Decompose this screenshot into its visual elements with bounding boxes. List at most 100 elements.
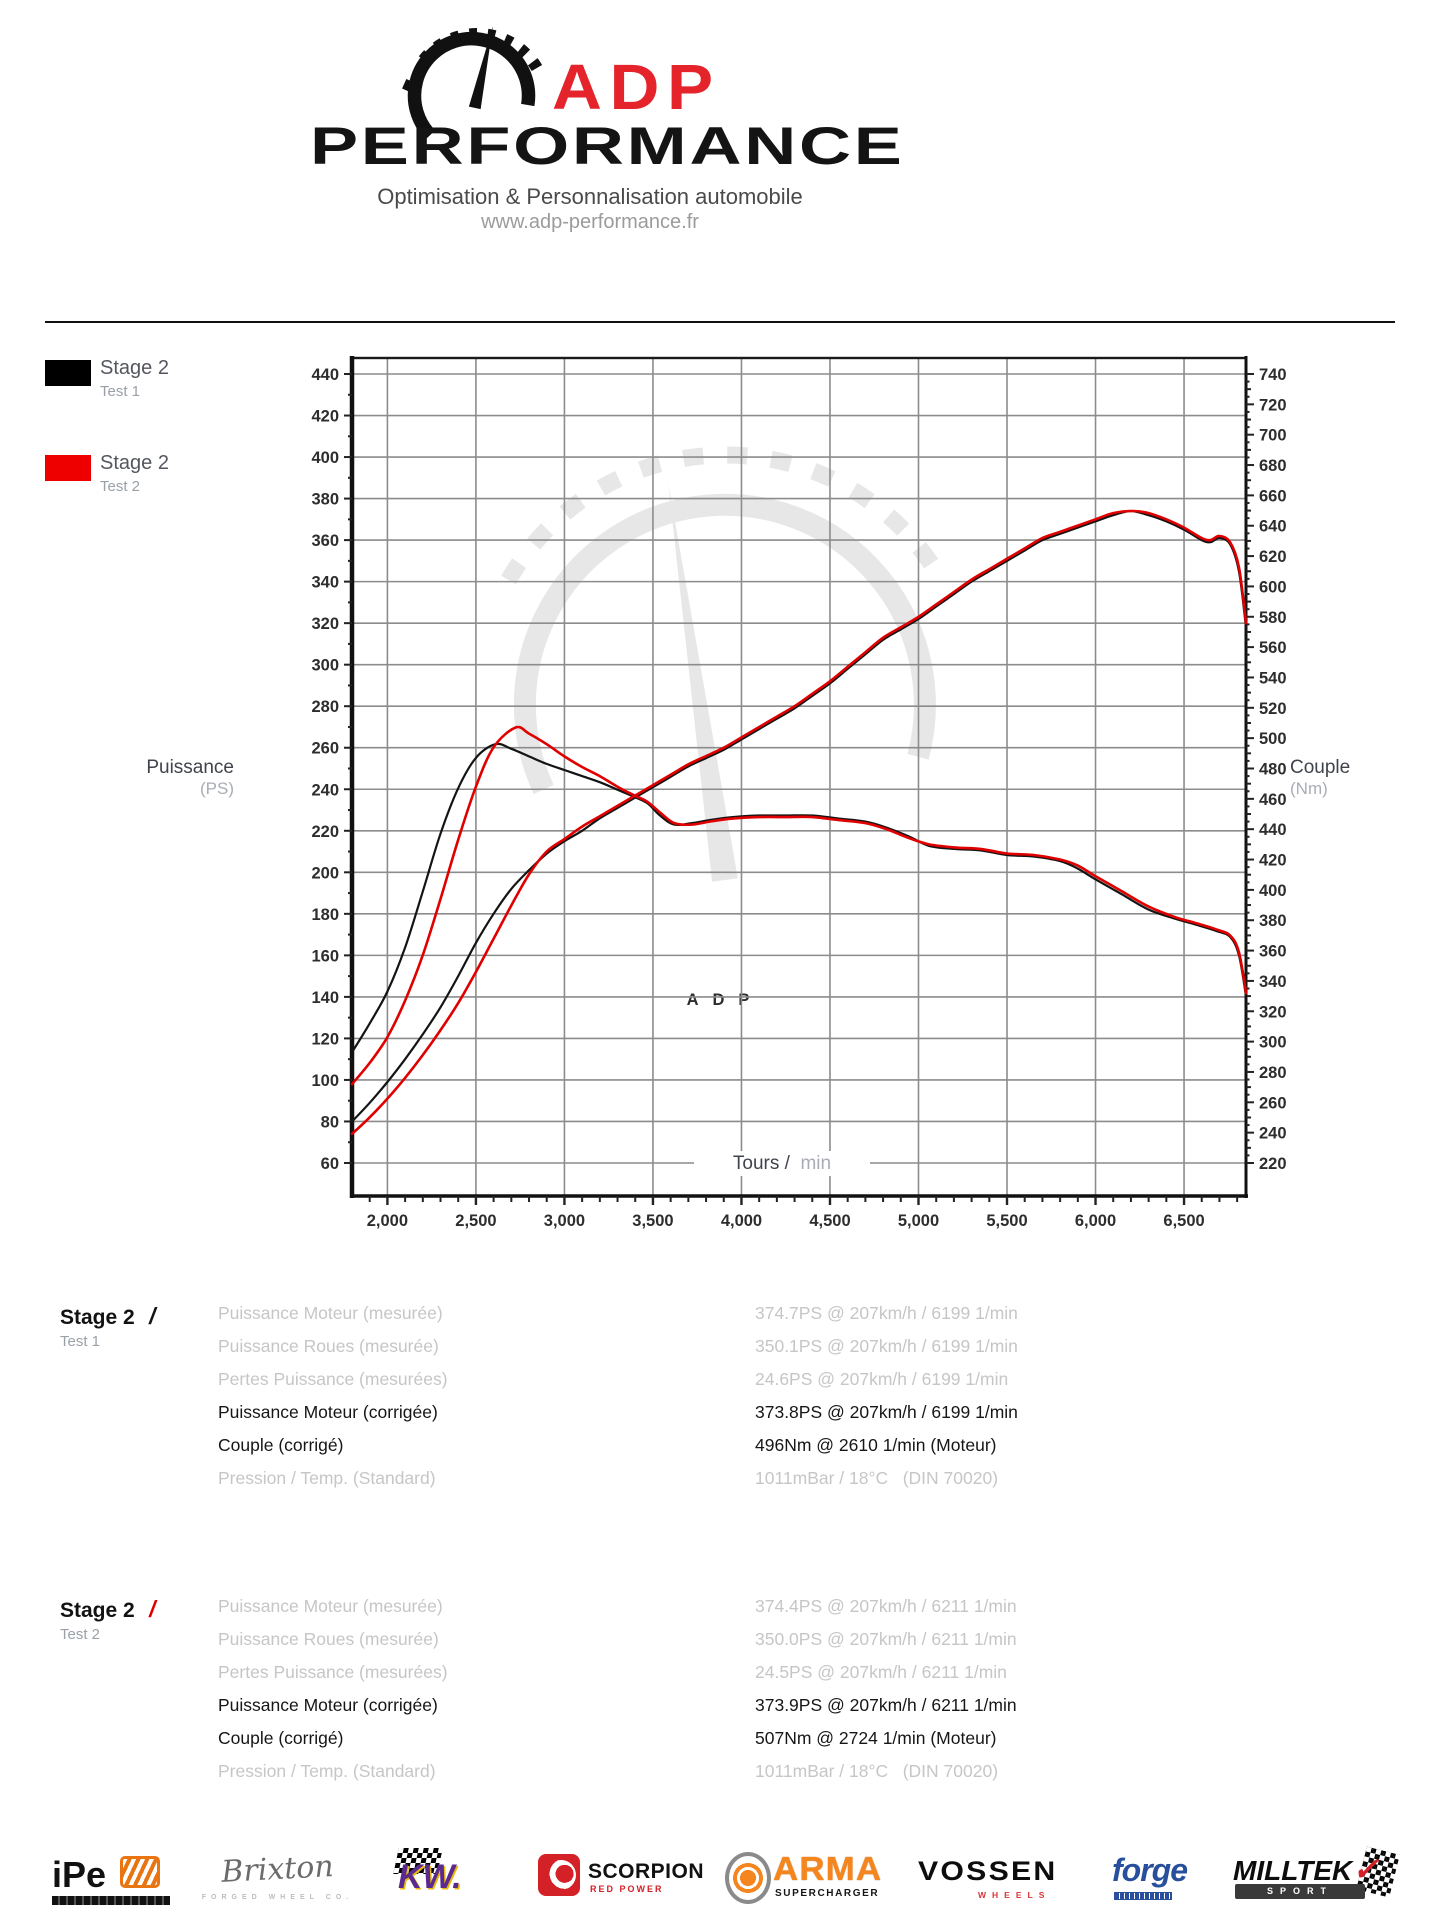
header-tagline: Optimisation & Personnalisation automobi…	[377, 184, 803, 209]
right-tick-label-440: 440	[1259, 821, 1287, 839]
right-tick-label-380: 380	[1259, 912, 1287, 930]
stat-label: Couple (corrigé)	[218, 1728, 344, 1748]
legend-sub-test2: Test 2	[100, 478, 141, 495]
right-tick-label-280: 280	[1259, 1064, 1287, 1082]
right-tick-label-600: 600	[1259, 578, 1287, 596]
right-tick-label-500: 500	[1259, 730, 1287, 748]
legend-label-test1: Stage 2	[100, 357, 169, 379]
watermark-gauge-arc	[513, 493, 936, 795]
stat-label: Couple (corrigé)	[218, 1435, 344, 1455]
left-tick-label-140: 140	[311, 989, 339, 1007]
stats1-subtitle: Test 1	[60, 1333, 101, 1350]
left-tick-label-60: 60	[321, 1155, 339, 1173]
header-website-link[interactable]: www.adp-performance.fr	[481, 211, 699, 233]
left-axis-unit: (PS)	[200, 779, 234, 798]
curve-couple-stage-2-test-2	[350, 725, 1248, 1086]
x-axis-title: Tours / min	[694, 1151, 870, 1176]
left-tick-label-120: 120	[311, 1030, 339, 1048]
right-axis-title: Couple (Nm)	[1290, 757, 1430, 799]
stat-label: Puissance Roues (mesurée)	[218, 1336, 439, 1356]
right-tick-label-360: 360	[1259, 943, 1287, 961]
stat-value: 374.7PS @ 207km/h / 6199 1/min	[755, 1303, 1018, 1323]
right-tick-label-680: 680	[1259, 457, 1287, 475]
right-tick-label-740: 740	[1259, 366, 1287, 384]
right-tick-label-520: 520	[1259, 700, 1287, 718]
logo-arma: ARMA SUPERCHARGER	[725, 1848, 885, 1914]
logo-vossen: VOSSEN WHEELS	[918, 1848, 1073, 1914]
stat-value: 24.6PS @ 207km/h / 6199 1/min	[755, 1369, 1009, 1389]
x-axis-unit: min	[800, 1153, 832, 1174]
stat-value: 507Nm @ 2724 1/min (Moteur)	[755, 1728, 997, 1748]
logo-brixton-script: Brixton	[220, 1849, 335, 1890]
left-tick-label-240: 240	[311, 781, 339, 799]
stat-value: 373.8PS @ 207km/h / 6199 1/min	[755, 1402, 1018, 1422]
watermark-gauge-dashes	[501, 446, 949, 585]
stat-value: 1011mBar / 18°C (DIN 70020)	[755, 1468, 999, 1488]
stat-label: Puissance Moteur (mesurée)	[218, 1303, 443, 1323]
left-tick-label-100: 100	[311, 1072, 339, 1090]
left-tick-label-280: 280	[311, 698, 339, 716]
x-tick-label-5000: 5,000	[898, 1212, 939, 1230]
right-tick-label-420: 420	[1259, 852, 1287, 870]
right-tick-label-640: 640	[1259, 518, 1287, 536]
left-axis-title-text: Puissance	[146, 757, 234, 778]
left-tick-label-360: 360	[311, 532, 339, 550]
logo-arma-text: ARMA	[773, 1850, 883, 1887]
stat-value: 496Nm @ 2610 1/min (Moteur)	[755, 1435, 997, 1455]
left-tick-label-300: 300	[311, 657, 339, 675]
stat-label: Pression / Temp. (Standard)	[218, 1761, 436, 1781]
x-tick-label-2500: 2,500	[455, 1212, 496, 1230]
stats2-slash: /	[149, 1596, 156, 1622]
right-tick-label-480: 480	[1259, 760, 1287, 778]
x-tick-label-4500: 4,500	[809, 1212, 850, 1230]
watermark-adp-text: ADP	[687, 991, 764, 1009]
stat-label: Puissance Moteur (corrigée)	[218, 1695, 438, 1715]
stat-value: 1011mBar / 18°C (DIN 70020)	[755, 1761, 999, 1781]
stat-label: Pertes Puissance (mesurées)	[218, 1369, 448, 1389]
adp-watermark: ADP	[501, 446, 949, 1009]
logo-forge: forge	[1112, 1848, 1192, 1914]
logo-ipe-bar	[52, 1896, 170, 1905]
gauge-logo-icon	[402, 25, 543, 140]
x-tick-label-3000: 3,000	[544, 1212, 585, 1230]
logo-scorpion: SCORPION RED POWER	[538, 1848, 704, 1914]
right-tick-label-700: 700	[1259, 427, 1287, 445]
right-tick-label-560: 560	[1259, 639, 1287, 657]
x-tick-label-6500: 6,500	[1163, 1212, 1204, 1230]
right-axis-unit: (Nm)	[1290, 779, 1328, 798]
left-tick-label-320: 320	[311, 615, 339, 633]
right-tick-label-580: 580	[1259, 609, 1287, 627]
left-tick-label-260: 260	[311, 740, 339, 758]
logo-ipe-exhaust-icon	[120, 1856, 160, 1888]
left-tick-label-440: 440	[311, 366, 339, 384]
stats1-slash: /	[149, 1303, 156, 1329]
logo-scorpion-caption: RED POWER	[590, 1884, 664, 1894]
logo-ipe: iPe	[52, 1848, 182, 1914]
logo-arma-caption: SUPERCHARGER	[775, 1888, 880, 1899]
x-tick-label-2000: 2,000	[367, 1212, 408, 1230]
left-axis-title: Puissance (PS)	[40, 757, 234, 799]
brand-adp: ADP	[552, 51, 721, 123]
logo-vossen-caption: WHEELS	[978, 1890, 1051, 1900]
right-tick-label-260: 260	[1259, 1094, 1287, 1112]
legend-swatch-test2	[45, 455, 91, 481]
legend-sub-test1: Test 1	[100, 383, 141, 400]
x-axis-title-text: Tours /	[732, 1153, 790, 1174]
logo-kw-text: KW.	[398, 1858, 462, 1896]
right-tick-label-320: 320	[1259, 1003, 1287, 1021]
legend-label-test2: Stage 2	[100, 452, 169, 474]
left-tick-label-160: 160	[311, 947, 339, 965]
curve-couple-stage-2-test-1	[350, 742, 1248, 1054]
logo-forge-text: forge	[1112, 1852, 1188, 1888]
stats2-subtitle: Test 2	[60, 1626, 101, 1643]
left-tick-label-400: 400	[311, 449, 339, 467]
right-tick-label-300: 300	[1259, 1034, 1287, 1052]
right-tick-label-660: 660	[1259, 487, 1287, 505]
stats2-title: Stage 2	[60, 1599, 135, 1622]
x-tick-label-4000: 4,000	[721, 1212, 762, 1230]
right-tick-label-220: 220	[1259, 1155, 1287, 1173]
left-tick-label-200: 200	[311, 864, 339, 882]
left-tick-label-380: 380	[311, 491, 339, 509]
